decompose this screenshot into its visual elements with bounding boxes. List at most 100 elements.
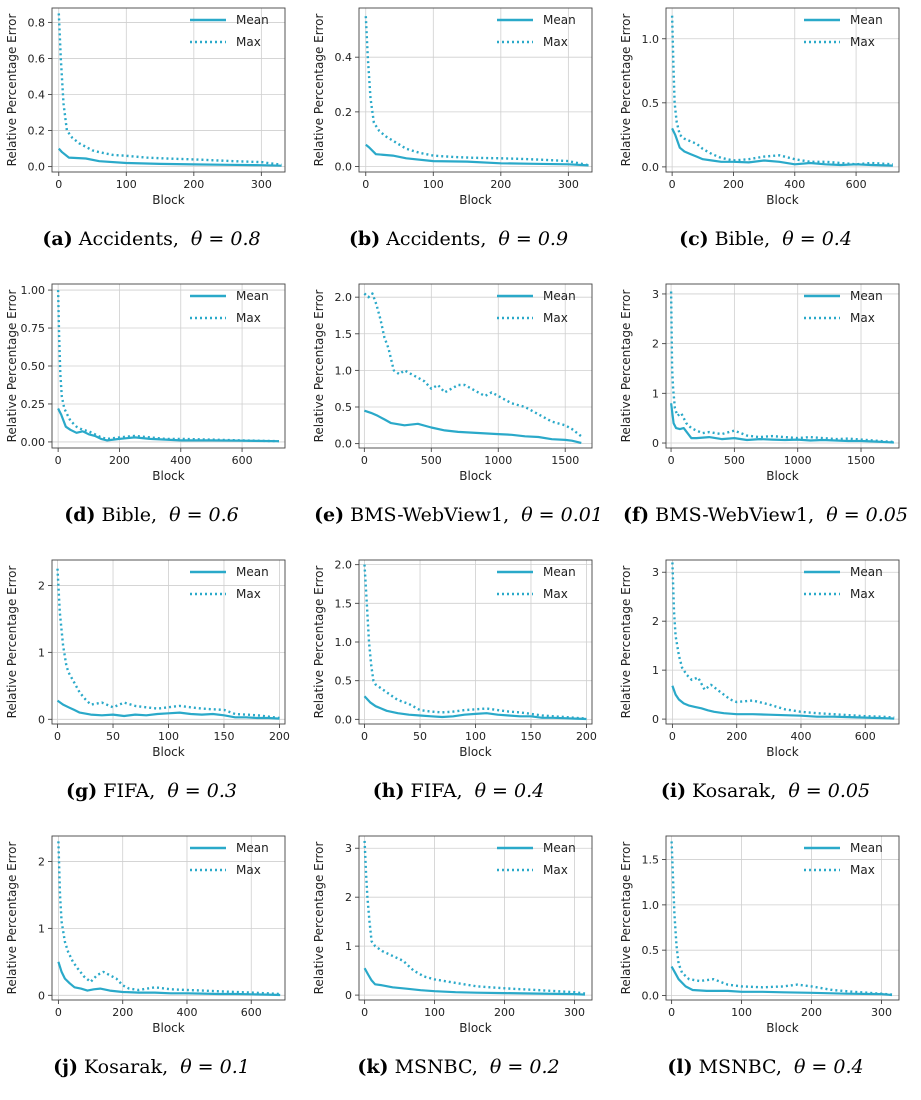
caption-letter: (a) bbox=[42, 228, 73, 250]
y-tick-label: 2 bbox=[652, 338, 659, 351]
x-tick-label: 1000 bbox=[484, 454, 512, 467]
legend-label-max: Max bbox=[543, 587, 568, 601]
caption-theta: θ = 0.05 bbox=[826, 504, 908, 526]
series-max-line bbox=[56, 290, 279, 443]
y-tick-label: 0.6 bbox=[28, 52, 46, 65]
y-axis-label: Relative Percentage Error bbox=[312, 290, 326, 443]
caption-theta: θ = 0.4 bbox=[782, 228, 852, 250]
y-tick-label: 0.0 bbox=[335, 713, 353, 726]
y-tick-label: 0 bbox=[652, 713, 659, 726]
x-tick-label: 0 bbox=[361, 730, 368, 743]
series-max-line bbox=[670, 15, 893, 166]
caption-text: Kosarak, bbox=[83, 1056, 175, 1078]
y-tick-label: 3 bbox=[652, 288, 659, 301]
caption-theta: θ = 0.05 bbox=[788, 780, 871, 802]
y-tick-label: 0.5 bbox=[642, 97, 660, 110]
caption-theta: θ = 0.4 bbox=[474, 780, 545, 802]
chart-svg-a: 0 100 200 300 0.0 0.2 0.4 0.6 0.8 Block Relative P… bbox=[5, 7, 286, 207]
chart-svg-j: 0 200 400 600 0 1 2 Block Relative Percentage Er… bbox=[5, 835, 286, 1035]
x-tick-label: 100 bbox=[731, 1006, 752, 1019]
y-tick-label: 0.25 bbox=[21, 398, 46, 411]
y-tick-label: 0 bbox=[38, 713, 45, 726]
caption-text: MSNBC, bbox=[698, 1056, 788, 1078]
x-tick-label: 0 bbox=[669, 178, 676, 191]
chart-svg-h: 0 50 100 150 200 0.0 0.5 1.0 1.5 2.0 Block Relative… bbox=[312, 559, 597, 759]
chart-caption-a: (a) Accidents, θ = 0.8 bbox=[0, 228, 307, 250]
x-tick-label: 100 bbox=[423, 178, 444, 191]
caption-letter: (k) bbox=[357, 1056, 389, 1078]
y-tick-label: 1.0 bbox=[335, 636, 353, 649]
x-tick-label: 400 bbox=[170, 454, 191, 467]
chart-panel-e: 0 500 1000 1500 0.0 0.5 1.0 1.5 2.0 Block Relative… bbox=[307, 276, 614, 548]
y-tick-label: 0.0 bbox=[642, 989, 660, 1002]
caption-letter: (j) bbox=[53, 1056, 78, 1078]
x-tick-label: 300 bbox=[558, 178, 579, 191]
y-tick-label: 0.0 bbox=[642, 161, 660, 174]
y-axis-label: Relative Percentage Error bbox=[5, 842, 19, 995]
y-tick-label: 1.00 bbox=[21, 284, 46, 297]
x-tick-label: 1500 bbox=[551, 454, 579, 467]
legend-label-max: Max bbox=[236, 587, 261, 601]
x-tick-label: 200 bbox=[726, 730, 747, 743]
y-tick-label: 1.0 bbox=[642, 33, 660, 46]
plot-frame bbox=[665, 559, 900, 725]
y-tick-label: 1.0 bbox=[642, 899, 660, 912]
x-tick-label: 1500 bbox=[847, 454, 875, 467]
caption-text: FIFA, bbox=[103, 780, 162, 802]
x-tick-label: 200 bbox=[490, 178, 511, 191]
chart-panel-f: 0 500 1000 1500 0 1 2 3 Block Relative Percentage… bbox=[614, 276, 921, 548]
x-tick-label: 0 bbox=[54, 730, 61, 743]
chart-svg-b: 0 100 200 300 0.0 0.2 0.4 Block Relative Percent… bbox=[312, 7, 593, 207]
chart-panel-d: 0 200 400 600 0.00 0.25 0.50 0.75 1.00 Block Relat… bbox=[0, 276, 307, 548]
series-mean-line bbox=[671, 127, 893, 167]
chart-panel-g: 0 50 100 150 200 0 1 2 Block Relative Percentage … bbox=[0, 552, 307, 824]
legend-label-mean: Mean bbox=[543, 13, 576, 27]
chart-panel-l: 0 100 200 300 0.0 0.5 1.0 1.5 Block Relative Perc… bbox=[614, 828, 921, 1100]
caption-theta: θ = 0.01 bbox=[521, 504, 603, 526]
y-tick-label: 2 bbox=[345, 891, 352, 904]
x-tick-label: 200 bbox=[723, 178, 744, 191]
y-tick-label: 3 bbox=[652, 566, 659, 579]
series-max-line bbox=[364, 16, 589, 167]
series-mean-line bbox=[57, 961, 281, 997]
x-tick-label: 600 bbox=[846, 178, 867, 191]
x-tick-label: 0 bbox=[669, 730, 676, 743]
caption-text: FIFA, bbox=[410, 780, 469, 802]
legend-label-mean: Mean bbox=[850, 289, 883, 303]
chart-caption-l: (l) MSNBC, θ = 0.4 bbox=[614, 1056, 921, 1078]
plot-frame bbox=[51, 7, 286, 173]
y-axis-label: Relative Percentage Error bbox=[619, 14, 633, 167]
caption-letter: (i) bbox=[660, 780, 687, 802]
caption-theta: θ = 0.4 bbox=[793, 1056, 864, 1078]
y-axis-label: Relative Percentage Error bbox=[312, 566, 326, 719]
x-tick-label: 300 bbox=[251, 178, 272, 191]
x-axis-label: Block bbox=[766, 469, 799, 483]
y-tick-label: 0 bbox=[652, 437, 659, 450]
y-tick-label: 2.0 bbox=[335, 291, 353, 304]
y-axis-label: Relative Percentage Error bbox=[5, 566, 19, 719]
legend-label-max: Max bbox=[850, 311, 875, 325]
y-tick-label: 0.0 bbox=[335, 438, 353, 451]
x-tick-label: 500 bbox=[421, 454, 442, 467]
x-tick-label: 0 bbox=[362, 178, 369, 191]
y-tick-label: 2 bbox=[652, 615, 659, 628]
y-axis-label: Relative Percentage Error bbox=[5, 14, 19, 167]
caption-text: Accidents, bbox=[386, 228, 493, 250]
y-axis-label: Relative Percentage Error bbox=[619, 566, 633, 719]
y-tick-label: 0 bbox=[38, 989, 45, 1002]
legend-label-mean: Mean bbox=[850, 841, 883, 855]
x-tick-label: 300 bbox=[871, 1006, 892, 1019]
x-axis-label: Block bbox=[459, 193, 492, 207]
y-axis-label: Relative Percentage Error bbox=[5, 290, 19, 443]
x-tick-label: 100 bbox=[465, 730, 486, 743]
series-max-line bbox=[57, 841, 281, 996]
chart-panel-k: 0 100 200 300 0 1 2 3 Block Relative Percentage E… bbox=[307, 828, 614, 1100]
y-tick-label: 0.2 bbox=[335, 106, 353, 119]
plot-frame bbox=[665, 283, 900, 449]
x-tick-label: 50 bbox=[413, 730, 427, 743]
chart-panel-b: 0 100 200 300 0.0 0.2 0.4 Block Relative Percent… bbox=[307, 0, 614, 272]
y-tick-label: 0.75 bbox=[21, 322, 46, 335]
chart-caption-k: (k) MSNBC, θ = 0.2 bbox=[307, 1056, 614, 1078]
chart-svg-e: 0 500 1000 1500 0.0 0.5 1.0 1.5 2.0 Block Relative… bbox=[312, 283, 593, 483]
chart-caption-g: (g) FIFA, θ = 0.3 bbox=[0, 780, 307, 802]
